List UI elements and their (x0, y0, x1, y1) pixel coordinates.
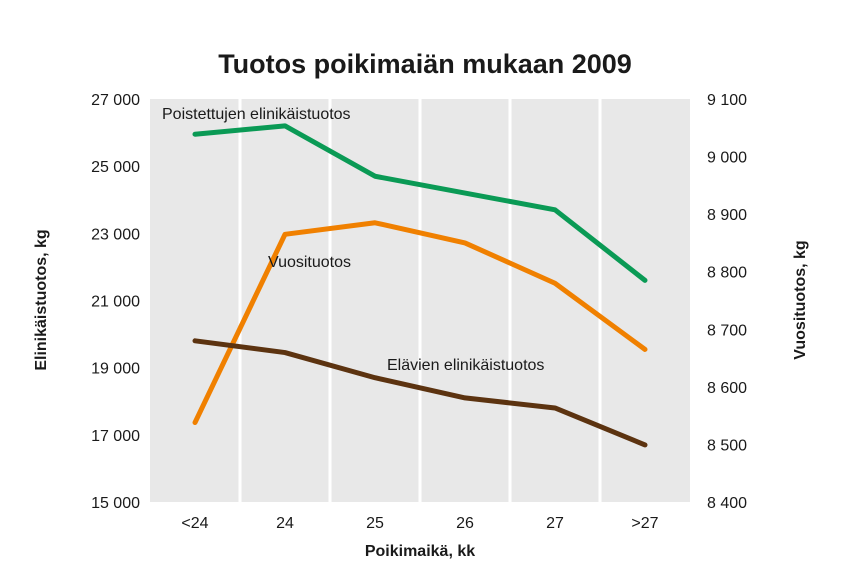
left-tick-label: 19 000 (91, 361, 140, 378)
x-axis-label: Poikimaikä, kk (365, 543, 475, 560)
series-label-poistettujen: Poistettujen elinikäistuotos (162, 106, 351, 123)
right-tick-label: 9 100 (707, 92, 747, 109)
series-line-0 (192, 123, 648, 283)
series-lines (192, 123, 648, 448)
left-tick-label: 21 000 (91, 294, 140, 311)
right-tick-label: 8 500 (707, 437, 747, 454)
series-line-1 (192, 220, 648, 426)
right-tick-label: 8 900 (707, 207, 747, 224)
x-tick-label: >27 (631, 515, 658, 532)
x-tick-label: 27 (546, 515, 564, 532)
left-y-axis-label: Elinikäistuotos, kg (33, 229, 50, 370)
right-tick-label: 8 600 (707, 380, 747, 397)
x-axis-ticks: <24 24 25 26 27 >27 (181, 515, 658, 532)
right-y-axis-label: Vuosituotos, kg (792, 240, 809, 359)
right-tick-label: 8 400 (707, 495, 747, 512)
right-y-axis-ticks: 8 400 8 500 8 600 8 700 8 800 8 900 9 000 9 100 (707, 92, 747, 512)
x-tick-label: 24 (276, 515, 294, 532)
right-tick-label: 9 000 (707, 150, 747, 167)
left-tick-label: 23 000 (91, 226, 140, 243)
left-tick-label: 17 000 (91, 428, 140, 445)
left-tick-label: 25 000 (91, 159, 140, 176)
left-tick-label: 27 000 (91, 92, 140, 109)
series-label-elavien: Elävien elinikäistuotos (387, 357, 544, 374)
x-tick-label: <24 (181, 515, 208, 532)
chart-title: Tuotos poikimaiän mukaan 2009 (218, 49, 632, 79)
left-y-axis-ticks: 15 000 17 000 19 000 21 000 23 000 25 000 27 0… (91, 92, 140, 512)
right-tick-label: 8 700 (707, 322, 747, 339)
left-tick-label: 15 000 (91, 495, 140, 512)
series-label-vuosituotos: Vuosituotos (268, 254, 351, 271)
vertical-gridlines (238, 99, 602, 502)
x-tick-label: 26 (456, 515, 474, 532)
x-tick-label: 25 (366, 515, 384, 532)
series-line-2 (192, 338, 648, 448)
right-tick-label: 8 800 (707, 265, 747, 282)
